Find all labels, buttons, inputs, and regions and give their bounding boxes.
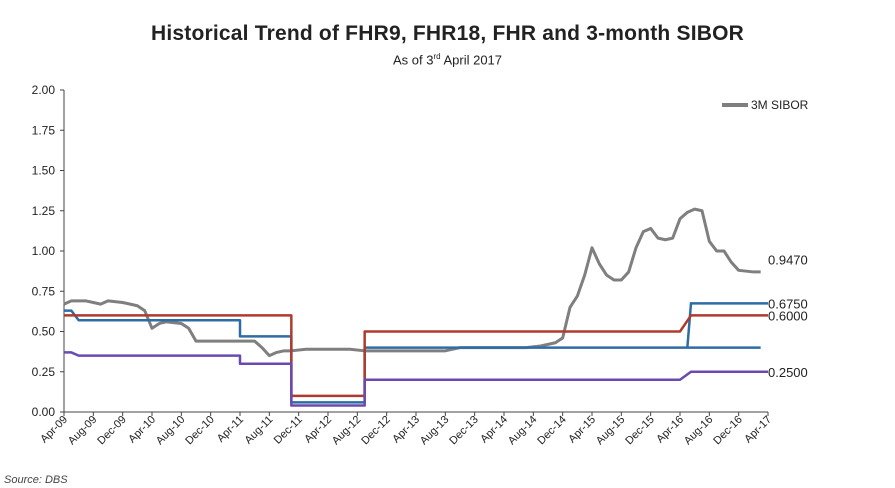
- x-tick-label: Aug-14: [506, 414, 540, 448]
- x-tick-label: Dec-12: [359, 414, 393, 448]
- x-tick-label: Apr-10: [126, 414, 158, 446]
- x-tick-label: Apr-13: [390, 414, 422, 446]
- x-tick-label: Aug-15: [594, 414, 628, 448]
- x-tick-label: Apr-17: [742, 414, 774, 446]
- y-tick-label: 0.00: [32, 405, 56, 419]
- y-tick-label: 1.25: [32, 204, 56, 218]
- x-tick-label: Dec-16: [711, 414, 745, 448]
- x-tick-label: Dec-10: [183, 414, 217, 448]
- series-end-label: 0.6750: [768, 296, 808, 311]
- series-line-segment: [686, 302, 768, 348]
- y-tick-label: 1.75: [32, 123, 56, 137]
- series-end-label: 0.2500: [768, 365, 808, 380]
- x-tick-label: Apr-14: [478, 414, 510, 446]
- subtitle-suffix: April 2017: [440, 52, 503, 68]
- series-end-label: 0.9470: [768, 253, 808, 268]
- y-tick-label: 1.50: [32, 164, 56, 178]
- x-tick-label: Aug-11: [242, 414, 275, 447]
- x-tick-label: Aug-13: [418, 414, 452, 448]
- x-tick-label: Dec-15: [623, 414, 657, 448]
- y-tick-label: 0.75: [32, 284, 56, 298]
- chart-subtitle: As of 3rd April 2017: [0, 52, 895, 67]
- x-tick-label: Dec-11: [272, 414, 305, 447]
- chart-title: Historical Trend of FHR9, FHR18, FHR and…: [150, 22, 745, 45]
- x-tick-label: Aug-10: [154, 414, 188, 448]
- series-line: [64, 351, 768, 407]
- x-tick-label: Aug-16: [682, 414, 716, 448]
- x-tick-label: Dec-13: [447, 414, 481, 448]
- x-tick-label: Dec-14: [535, 414, 569, 448]
- x-tick-label: Aug-12: [330, 414, 364, 448]
- series-end-label: 0.6000: [768, 308, 808, 323]
- subtitle-prefix: As of 3: [392, 52, 434, 68]
- x-tick-label: Apr-11: [215, 414, 246, 445]
- y-tick-label: 0.50: [32, 325, 56, 339]
- series-line: [64, 314, 768, 398]
- y-tick-label: 2.00: [32, 83, 56, 97]
- legend-label: 3M SIBOR: [751, 98, 809, 112]
- source-note: Source: DBS: [4, 474, 68, 486]
- y-tick-label: 1.00: [32, 244, 56, 258]
- x-tick-label: Apr-12: [302, 414, 334, 446]
- x-tick-label: Aug-09: [66, 414, 100, 448]
- series-line: [63, 207, 761, 358]
- x-tick-label: Apr-15: [566, 414, 598, 446]
- y-tick-label: 0.25: [32, 365, 56, 379]
- subtitle-superscript: rd: [433, 52, 441, 61]
- x-tick-label: Dec-09: [95, 414, 129, 448]
- x-tick-label: Apr-16: [654, 414, 686, 446]
